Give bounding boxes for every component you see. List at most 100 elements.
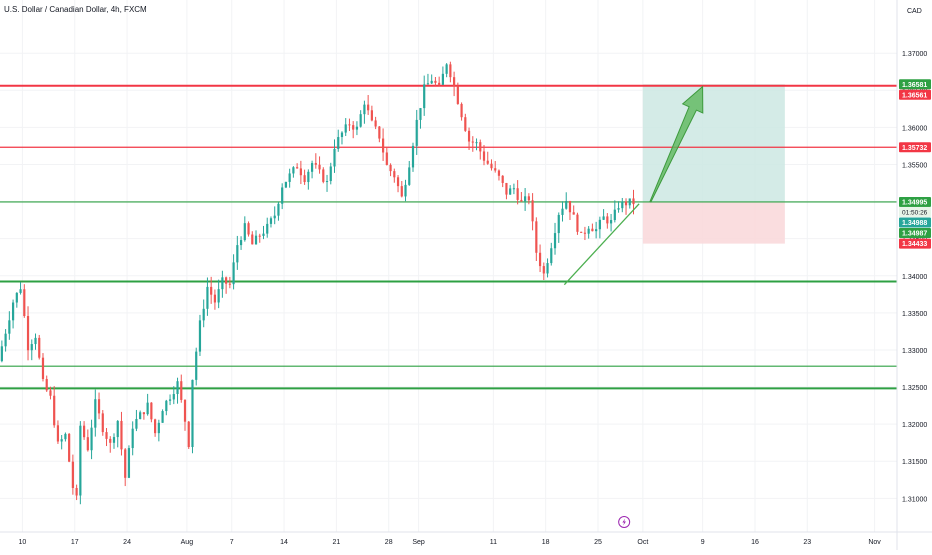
price-badge-label: 1.36561	[902, 92, 927, 99]
candle-body	[53, 395, 56, 426]
candle-body	[606, 216, 609, 224]
candle-body	[426, 83, 430, 85]
candle-body	[441, 73, 444, 85]
candle-body	[195, 351, 198, 380]
y-tick-label: 1.33500	[902, 311, 927, 318]
candle-body	[535, 221, 538, 253]
candle-body	[385, 152, 388, 165]
candle-body	[15, 292, 18, 303]
candle-body	[509, 188, 512, 195]
candle-body	[389, 164, 392, 172]
candle-body	[82, 425, 86, 438]
candle-body	[210, 286, 213, 295]
candle-body	[213, 294, 217, 303]
candle-body	[41, 357, 45, 380]
symbol-title: U.S. Dollar / Canadian Dollar, 4h, FXCM	[4, 5, 147, 14]
candle-body	[471, 141, 474, 143]
candle-body	[239, 240, 243, 246]
price-badge-bg	[899, 227, 931, 238]
candle-body	[135, 418, 138, 429]
candle-body	[49, 390, 52, 396]
candle-body	[281, 187, 284, 204]
candle-body	[243, 223, 246, 241]
candle-body	[11, 302, 15, 321]
candle-body	[124, 449, 127, 478]
price-badge-label: 1.34988	[902, 220, 927, 227]
x-tick-label: 25	[594, 539, 602, 546]
candle-body	[146, 402, 149, 415]
candle-body	[497, 170, 501, 176]
x-tick-label: Aug	[181, 539, 194, 546]
candle-body	[378, 126, 381, 139]
candle-body	[538, 252, 542, 267]
candle-body	[94, 399, 97, 428]
candle-body	[400, 186, 403, 197]
candle-body	[486, 160, 489, 164]
candle-body	[142, 412, 145, 415]
projection-arrow	[649, 85, 704, 203]
candle-body	[109, 438, 112, 443]
candle-body	[296, 167, 299, 169]
candle-body	[45, 379, 48, 391]
candle-body	[460, 103, 463, 118]
candle-body	[90, 427, 93, 451]
candle-body	[595, 229, 598, 232]
x-tick-label: 9	[701, 539, 705, 546]
x-tick-label: Sep	[412, 539, 425, 546]
candle-body	[475, 142, 478, 144]
candle-body	[408, 167, 411, 185]
price-badge-bg	[899, 79, 931, 90]
candle-body	[79, 425, 82, 496]
candle-body	[34, 337, 37, 345]
x-tick-label: 11	[490, 539, 497, 546]
target-zone	[642, 84, 785, 203]
price-badge-bg	[899, 89, 931, 100]
x-tick-label: Oct	[637, 539, 648, 546]
candle-body	[38, 337, 41, 358]
candle-body	[591, 228, 594, 232]
candle-body	[75, 487, 78, 496]
candle-body	[180, 381, 183, 400]
candle-body	[423, 84, 426, 109]
candle-body	[232, 262, 235, 285]
price-badge-resistance: 1.36561	[899, 89, 931, 100]
candle-body	[56, 425, 60, 442]
candle-body	[299, 168, 302, 176]
candle-body	[381, 138, 385, 153]
price-badge-label: 1.34995	[902, 199, 927, 206]
candle-body	[325, 181, 329, 183]
candle-body	[292, 167, 295, 174]
candle-body	[512, 188, 516, 190]
candle-body	[120, 420, 123, 450]
candle-body	[557, 214, 560, 234]
candle-body	[154, 419, 157, 434]
price-badge-bg	[899, 238, 931, 249]
x-tick-label: 7	[230, 539, 234, 546]
candle-body	[404, 184, 407, 197]
candles	[0, 61, 635, 505]
candle-body	[494, 168, 497, 171]
currency-label[interactable]: CAD	[907, 8, 922, 15]
candle-body	[0, 346, 3, 362]
candle-body	[393, 171, 396, 178]
candle-body	[150, 402, 153, 420]
countdown-bg	[899, 206, 931, 217]
candle-body	[613, 209, 616, 221]
candle-body	[217, 289, 220, 303]
candle-body	[105, 432, 108, 439]
x-tick-label: 18	[542, 539, 550, 546]
candle-body	[26, 316, 30, 351]
candle-body	[628, 198, 631, 206]
candle-body	[524, 196, 527, 202]
horizontal-levels	[0, 84, 897, 390]
candle-body	[60, 439, 63, 442]
candle-body	[116, 420, 119, 438]
candle-body	[501, 175, 504, 183]
candle-body	[284, 181, 288, 188]
candle-body	[247, 223, 250, 235]
candle-body	[127, 448, 131, 478]
price-badge-label: 1.35732	[902, 145, 927, 152]
